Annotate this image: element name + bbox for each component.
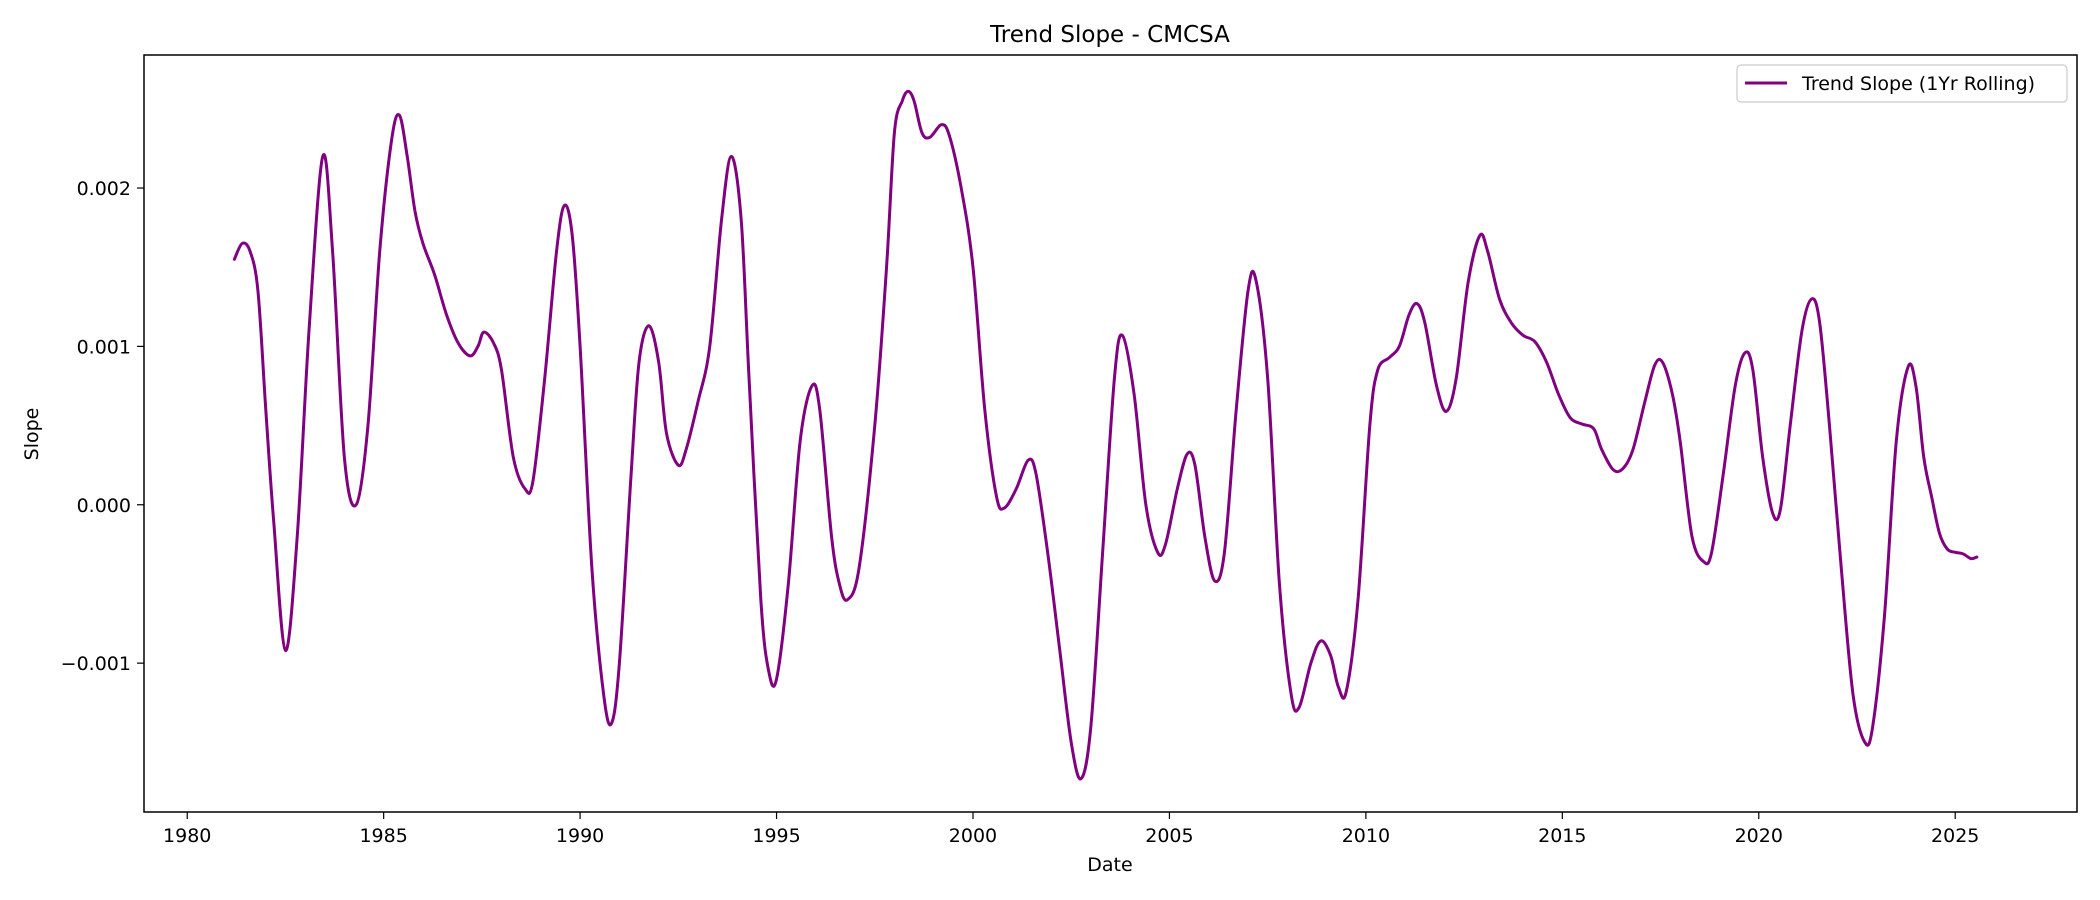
series-line-trend-slope	[232, 89, 1979, 781]
y-tick-label: 0.000	[77, 495, 131, 517]
y-tick-label: 0.001	[77, 336, 131, 358]
x-tick-label: 1990	[556, 825, 604, 847]
y-axis-label: Slope	[21, 408, 43, 461]
legend: Trend Slope (1Yr Rolling)	[1736, 64, 2068, 103]
y-axis-ticks: −0.001 0.000 0.001 0.002	[61, 178, 144, 675]
plot-frame	[143, 54, 2078, 813]
x-tick-label: 1985	[359, 825, 407, 847]
x-axis-ticks: 1980 1985 1990 1995 2000 2005 2010 2015 2020 2025	[163, 812, 1979, 847]
x-tick-label: 1995	[752, 825, 800, 847]
x-axis-label: Date	[1087, 854, 1132, 876]
x-tick-label: 2020	[1735, 825, 1783, 847]
x-tick-label: 2000	[949, 825, 997, 847]
legend-label: Trend Slope (1Yr Rolling)	[1801, 73, 2035, 95]
x-tick-label: 2005	[1145, 825, 1193, 847]
y-tick-label: −0.001	[61, 653, 131, 675]
x-tick-label: 2015	[1538, 825, 1586, 847]
chart-title: Trend Slope - CMCSA	[989, 22, 1230, 48]
y-tick-label: 0.002	[77, 178, 131, 200]
legend-box	[1736, 64, 2068, 103]
x-tick-label: 2025	[1931, 825, 1979, 847]
x-tick-label: 1980	[163, 825, 211, 847]
x-tick-label: 2010	[1342, 825, 1390, 847]
